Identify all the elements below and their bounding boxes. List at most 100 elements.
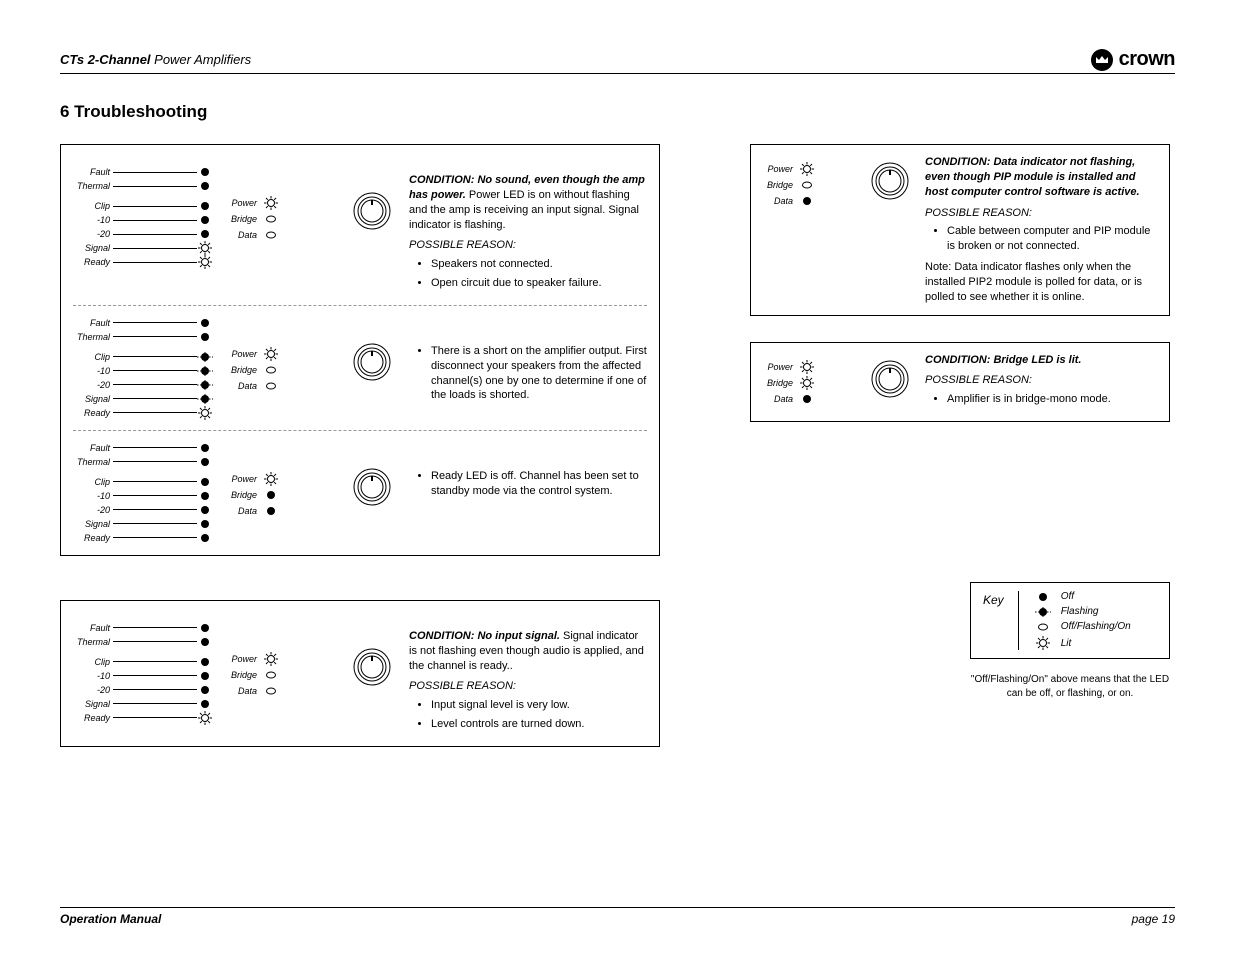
status-state-icon [799,394,815,404]
troubleshoot-panel-2: FaultThermalClip-10-20SignalReadyPowerBr… [60,600,660,747]
led-row: Ready [73,711,213,725]
led-state-icon [197,229,213,239]
status-label: Data [227,230,263,240]
condition-text: CONDITION: Bridge LED is lit.POSSIBLE RE… [925,353,1157,412]
reason-bullet: Input signal level is very low. [431,698,647,713]
diagnostic-row: FaultThermalClip-10-20SignalReadyPowerBr… [73,611,647,736]
status-state-icon [263,472,279,486]
led-state-icon [197,685,213,695]
led-row: Thermal [73,455,213,469]
led-connector [113,412,197,413]
led-label: Thermal [73,332,113,342]
right-column: PowerBridgeDataCONDITION: Data indicator… [750,144,1170,747]
status-row: Data [227,503,335,519]
header-product: Power Amplifiers [151,52,252,67]
led-row: -20 [73,227,213,241]
led-state-icon [197,167,213,177]
led-label: Thermal [73,637,113,647]
led-connector [113,384,197,385]
led-connector [113,186,197,187]
status-row: Data [227,683,335,699]
led-state-icon [197,533,213,543]
led-label: -10 [73,215,113,225]
status-state-icon [263,652,279,666]
status-led-block: PowerBridgeData [763,353,855,407]
led-label: -20 [73,685,113,695]
footer-left: Operation Manual [60,912,161,926]
led-row: Signal [73,697,213,711]
status-label: Data [227,686,263,696]
status-label: Bridge [763,378,799,388]
status-row: Bridge [227,487,335,503]
status-label: Bridge [227,214,263,224]
led-connector [113,675,197,676]
led-state-icon [197,457,213,467]
status-row: Bridge [227,362,335,378]
diagnostic-row: FaultThermalClip-10-20SignalReadyPowerBr… [73,431,647,545]
status-label: Power [227,474,263,484]
status-row: Power [227,651,335,667]
crown-mark-icon [1091,49,1113,71]
status-row: Bridge [763,375,855,391]
reason-bullet: There is a short on the amplifier output… [431,344,647,403]
level-knob [867,155,913,201]
led-label: -20 [73,505,113,515]
led-row: Fault [73,165,213,179]
led-state-icon [197,505,213,515]
led-row: Thermal [73,635,213,649]
led-row: Ready [73,531,213,545]
led-row: Signal [73,392,213,406]
status-row: Bridge [763,177,855,193]
status-label: Bridge [227,490,263,500]
level-knob [349,441,395,507]
channel-led-block: FaultThermalClip-10-20SignalReady [73,621,213,725]
diagnostic-row: FaultThermalClip-10-20SignalReadyPowerBr… [73,306,647,431]
header-title: CTs 2-Channel Power Amplifiers [60,52,251,67]
led-state-icon [197,241,213,255]
led-connector [113,689,197,690]
status-row: Bridge [227,667,335,683]
led-label: Signal [73,243,113,253]
led-label: Clip [73,657,113,667]
led-label: Clip [73,477,113,487]
led-label: -20 [73,380,113,390]
key-state-icon [1033,592,1053,602]
key-rows: OffFlashingOff/Flashing/OnLit [1033,591,1131,650]
led-connector [113,248,197,249]
key-row: Off [1033,591,1131,602]
led-label: Fault [73,623,113,633]
diagnostic-row: FaultThermalClip-10-20SignalReadyPowerBr… [73,155,647,306]
status-label: Bridge [227,365,263,375]
status-state-icon [263,196,279,210]
led-row: Clip [73,655,213,669]
level-knob [867,353,913,399]
led-state-icon [197,201,213,211]
led-connector [113,641,197,642]
status-row: Data [763,193,855,209]
led-label: Thermal [73,181,113,191]
status-state-icon [799,360,815,374]
led-state-icon [197,352,213,362]
led-state-icon [197,394,213,404]
led-label: Signal [73,699,113,709]
condition-text: CONDITION: No input signal. Signal indic… [409,621,647,736]
status-state-icon [799,181,815,189]
led-label: Signal [73,519,113,529]
status-state-icon [263,506,279,516]
channel-led-block: FaultThermalClip-10-20SignalReady [73,165,213,269]
led-row: Ready [73,255,213,269]
key-row: Lit [1033,636,1131,650]
status-led-block: Power Bridge Data [227,441,335,519]
led-connector [113,398,197,399]
led-state-icon [197,491,213,501]
led-connector [113,703,197,704]
led-row: Thermal [73,330,213,344]
section-title: 6 Troubleshooting [60,102,1175,122]
status-led-block: PowerBridge Data [227,621,335,699]
diagnostic-row: PowerBridgeDataCONDITION: Data indicator… [763,155,1157,305]
key-state-label: Off [1061,591,1074,602]
key-state-label: Flashing [1061,606,1099,617]
troubleshoot-panel-1: Fault Thermal Clip -10 -20 Signal Ready Power Br… [60,144,660,556]
status-state-icon [263,347,279,361]
status-state-icon [799,376,815,390]
